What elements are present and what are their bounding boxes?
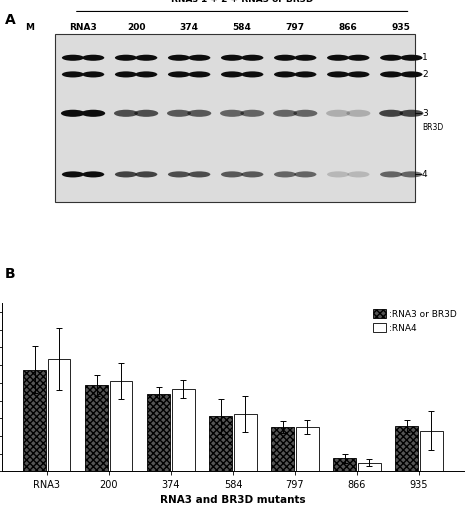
Text: 866: 866 [339,23,358,32]
Bar [23,369,46,471]
Ellipse shape [241,171,263,178]
Ellipse shape [168,55,190,61]
Text: 797: 797 [286,23,305,32]
Ellipse shape [82,171,104,178]
Ellipse shape [347,55,369,61]
Text: A: A [5,13,16,27]
Ellipse shape [293,110,317,117]
Bar [85,385,108,471]
Ellipse shape [221,55,243,61]
Ellipse shape [294,55,316,61]
Ellipse shape [187,110,211,117]
Ellipse shape [380,71,402,78]
Bar [148,394,170,471]
Ellipse shape [294,171,316,178]
Ellipse shape [380,55,402,61]
Text: 935: 935 [392,23,411,32]
Text: 584: 584 [233,23,252,32]
Ellipse shape [400,55,422,61]
Ellipse shape [240,110,264,117]
Ellipse shape [220,110,244,117]
Bar [110,381,132,471]
Bar [358,463,381,471]
Ellipse shape [241,71,263,78]
Ellipse shape [399,110,423,117]
Text: 4: 4 [422,170,428,179]
Bar [333,458,356,471]
Bar [172,389,194,471]
Ellipse shape [346,110,370,117]
Ellipse shape [274,71,296,78]
Text: B: B [5,267,15,281]
Bar [55,34,415,202]
Bar [210,416,232,471]
Ellipse shape [326,110,350,117]
Text: M: M [26,23,35,32]
Ellipse shape [327,55,349,61]
Ellipse shape [379,110,403,117]
Ellipse shape [327,71,349,78]
Ellipse shape [115,171,137,178]
Ellipse shape [347,171,369,178]
Ellipse shape [274,171,296,178]
Ellipse shape [135,71,158,78]
Ellipse shape [81,110,105,117]
Text: RNA3: RNA3 [69,23,97,32]
Ellipse shape [274,55,296,61]
Bar [272,427,294,471]
Ellipse shape [115,55,137,61]
Ellipse shape [221,171,243,178]
Ellipse shape [188,55,210,61]
Ellipse shape [61,110,85,117]
Ellipse shape [135,55,158,61]
Text: 1: 1 [422,53,428,62]
Legend: :RNA3 or BR3D, :RNA4: :RNA3 or BR3D, :RNA4 [371,308,459,335]
Bar [395,426,419,471]
Ellipse shape [327,171,349,178]
Bar [47,359,70,471]
Text: BR3D: BR3D [422,123,443,132]
Ellipse shape [82,71,104,78]
Ellipse shape [134,110,158,117]
Ellipse shape [221,71,243,78]
Ellipse shape [167,110,191,117]
X-axis label: RNA3 and BR3D mutants: RNA3 and BR3D mutants [160,495,306,505]
Ellipse shape [168,71,190,78]
Ellipse shape [380,171,402,178]
Text: 374: 374 [180,23,199,32]
Ellipse shape [188,171,210,178]
Ellipse shape [135,171,158,178]
Ellipse shape [347,71,369,78]
Ellipse shape [115,71,137,78]
Bar [296,427,318,471]
Text: 3: 3 [422,109,428,118]
Ellipse shape [188,71,210,78]
Bar [420,430,443,471]
Ellipse shape [62,71,84,78]
Ellipse shape [62,55,84,61]
Text: RNAs 1 + 2 + RNA3 or BR3D: RNAs 1 + 2 + RNA3 or BR3D [171,0,314,4]
Ellipse shape [400,71,422,78]
Ellipse shape [62,171,84,178]
Ellipse shape [241,55,263,61]
Ellipse shape [400,171,422,178]
Text: 2: 2 [422,70,428,79]
Bar [234,414,256,471]
Text: 200: 200 [127,23,145,32]
Ellipse shape [273,110,297,117]
Ellipse shape [294,71,316,78]
Ellipse shape [168,171,190,178]
Ellipse shape [82,55,104,61]
Ellipse shape [114,110,138,117]
